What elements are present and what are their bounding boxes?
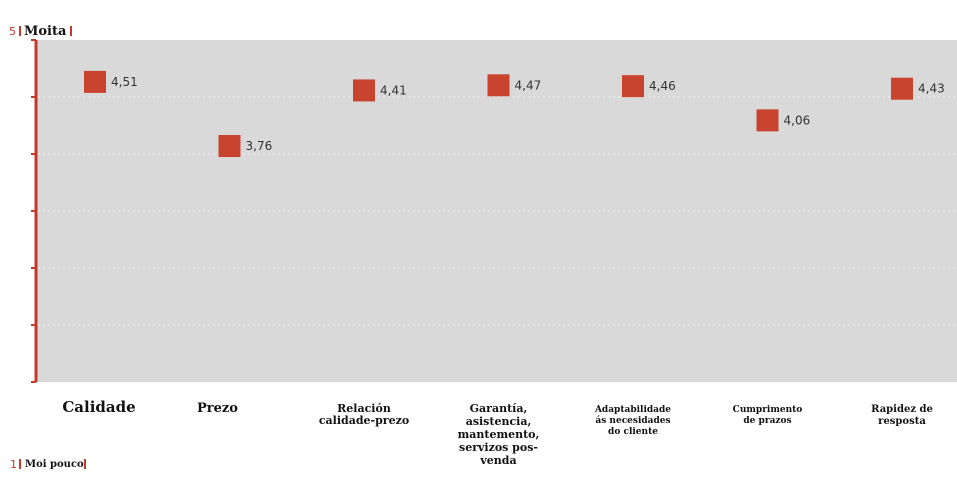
data-point-marker [218,135,241,158]
category-label-line: Rapidez de [871,404,933,415]
category-label: Garantía, asistencia, mantemento, servizos … [458,402,540,467]
data-point-marker [84,70,106,93]
category-label-line: Adaptabilidade [594,405,671,415]
data-label: 4,46 [649,79,676,93]
category-label-line: Garantía, [470,402,528,415]
category-label: Prezo [197,401,238,416]
category-label-line: de prazos [743,416,791,426]
category-label-line: mantemento, [458,428,540,441]
scale-top-end-separator [70,26,72,36]
category-label-line: venda [479,454,516,467]
data-point-marker [353,79,375,102]
scale-bottom-end-separator [84,459,86,469]
category-label-line: Calidade [62,398,135,416]
category-label-line: calidade-prezo [319,414,409,427]
category-label: Relación calidade-prezo [319,402,409,427]
category-label-line: Relación [337,402,391,415]
category-label-line: do cliente [608,427,658,437]
category-label-line: servizos pos- [459,441,538,454]
category-label-line: Prezo [197,401,238,416]
scale-bottom-label: Moi pouco [25,459,84,470]
category-label: Rapidez de resposta [871,404,933,427]
category-label-line: Cumprimento [733,405,803,415]
category-label: Adaptabilidade ás necesidades do cliente [594,405,671,437]
data-label: 4,06 [784,113,811,127]
category-label: Calidade [62,398,135,416]
category-labels: Calidade Prezo Relación calidade-prezo Garan… [62,398,932,467]
scale-bottom-separator [19,459,21,469]
category-label-line: resposta [878,416,926,427]
category-label-line: asistencia, [466,415,532,428]
data-label: 4,43 [918,82,945,96]
data-point-marker [622,75,644,98]
scale-top-number: 5 [9,25,16,38]
data-label: 4,41 [380,83,407,97]
data-points: 4,51 3,76 4,41 4,47 4,46 4,06 4,43 [84,70,945,158]
category-label: Cumprimento de prazos [733,405,803,426]
scale-top-separator [19,26,21,36]
data-point-marker [891,77,913,100]
gridlines [38,96,957,326]
scale-top-label: Moita [24,24,67,39]
category-label-line: ás necesidades [595,415,670,426]
data-label: 4,47 [515,78,542,92]
data-point-marker [756,109,779,132]
data-point-marker [487,74,510,97]
scale-bottom-number: 1 [10,458,17,471]
data-label: 4,51 [111,75,138,89]
data-label: 3,76 [246,139,273,153]
